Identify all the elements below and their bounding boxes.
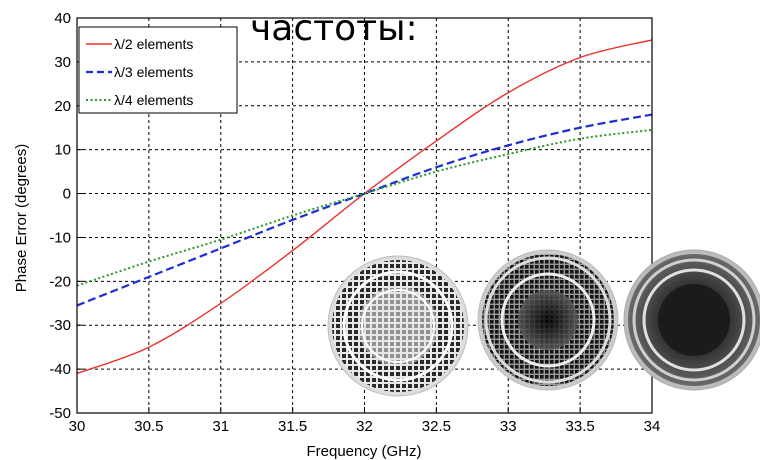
y-tick-label: 20: [54, 98, 71, 115]
series-line-lambda-3: [76, 113, 653, 307]
y-tick-label: -30: [49, 317, 71, 334]
legend: λ/2 elements λ/3 elements λ/4 elements: [78, 26, 238, 114]
overlay-heading-text: частоты:: [250, 8, 418, 49]
y-tick-label: -40: [49, 361, 71, 378]
legend-label-lambda-2: λ/2 elements: [114, 36, 193, 52]
y-axis-label: Phase Error (degrees): [13, 144, 30, 292]
x-tick-label: 30: [69, 418, 86, 435]
x-tick-label: 31.5: [278, 418, 307, 435]
lambda-2-array-pattern: [327, 255, 469, 397]
y-tick-label: 30: [54, 54, 71, 71]
lambda-4-array-pattern: [623, 249, 760, 391]
x-tick-label: 32.5: [422, 418, 451, 435]
x-tick-label: 30.5: [134, 418, 163, 435]
x-tick-label: 32: [356, 418, 373, 435]
y-tick-label: -20: [49, 273, 71, 290]
x-axis-label: Frequency (GHz): [306, 443, 421, 460]
lambda-3-array-pattern: [477, 249, 619, 391]
legend-label-lambda-3: λ/3 elements: [114, 64, 193, 80]
y-tick-label: 10: [54, 142, 71, 159]
x-tick-label: 33: [500, 418, 517, 435]
y-tick-label: -10: [49, 229, 71, 246]
axis-ticks: 30 30.5 31 31.5 32 32.5 33 33.5 34 40 30 20 10 0 -10 -2…: [49, 10, 660, 435]
series-lines: [76, 39, 653, 375]
legend-label-lambda-4: λ/4 elements: [114, 92, 193, 108]
y-tick-label: 0: [63, 186, 71, 203]
x-tick-label: 31: [212, 418, 229, 435]
x-tick-label: 33.5: [566, 418, 595, 435]
y-tick-label: 40: [54, 10, 71, 27]
x-tick-label: 34: [644, 418, 661, 435]
series-line-lambda-4: [76, 128, 653, 287]
y-tick-label: -50: [49, 405, 71, 422]
